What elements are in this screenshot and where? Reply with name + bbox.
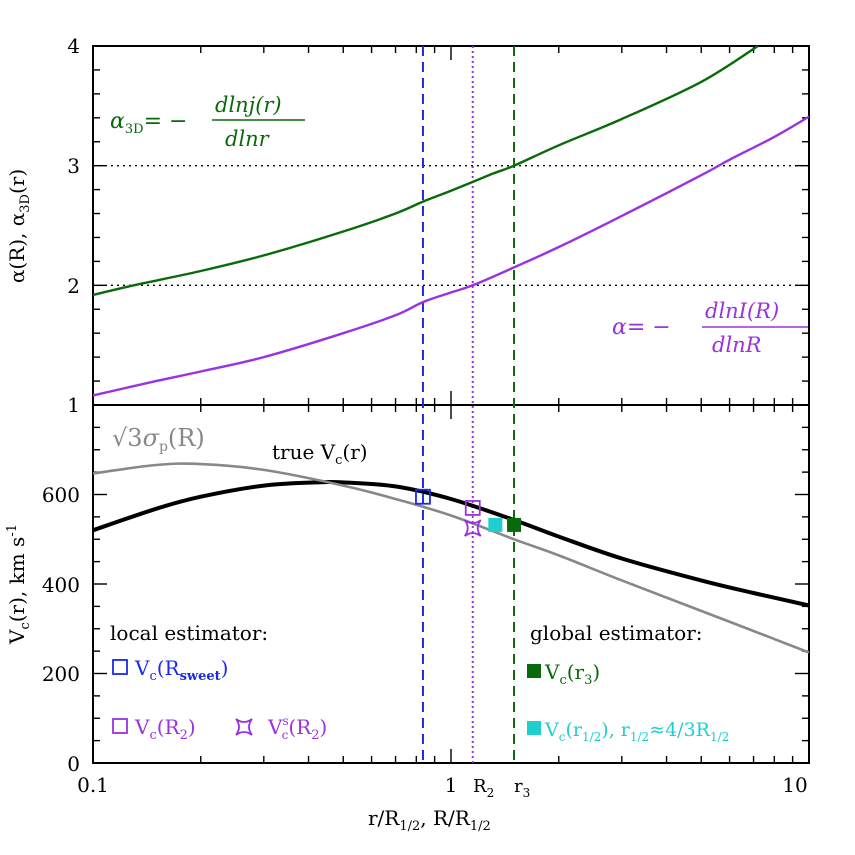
legend-marker-vc-r2 [112,718,128,734]
series-alpha3d [92,44,759,297]
point-vc_rsweet [415,488,431,505]
ytick-top-2: 2 [67,274,80,298]
legend-label-vc-r2: Vc(R2) [134,715,196,743]
legend-label-vsc-r2: Vs c(R2) [267,714,327,743]
legend-label-vc-r3: Vc(r3) [544,660,600,688]
xtick-r3: r3 [514,776,530,800]
y-axis-label-top: α(R), α3D(r) [5,169,33,283]
xtick-0.1: 0.1 [77,773,109,797]
legend-label-vc-rhalf: Vc(r1/2), r1/2≈4/3R1/2 [544,719,729,744]
xtick-10: 10 [782,773,807,797]
y-axis-label-bottom: Vc(r), km s-1 [5,524,33,645]
legend-marker-vc-rhalf [527,721,541,735]
point-vc_r2 [464,500,481,516]
alpha-lhs: α= − [612,315,671,340]
sigma-p-curve-label: √3σp(R) [112,424,205,455]
series-alpha [92,115,810,397]
ytick-bottom-400: 400 [42,573,80,597]
legend-marker-vc-r3 [527,664,541,678]
legend-marker-vsc-r2 [235,718,253,736]
ytick-bottom-600: 600 [42,483,80,507]
alpha3d-numerator: dlnj(r) [215,93,282,117]
true-vc-curve-label: true Vc(r) [272,440,368,468]
alpha3d-lhs: α3D= − [110,109,187,137]
ytick-top-3: 3 [67,154,80,178]
local-estimator-title: local estimator: [110,621,268,645]
series-true_vc [92,479,810,608]
point-vc_rhalf [488,517,503,532]
global-estimator-title: global estimator: [530,621,703,645]
alpha-numerator: dlnI(R) [705,299,779,323]
ytick-bottom-0: 0 [67,752,80,776]
x-axis-label: r/R1/2, R/R1/2 [368,806,491,834]
ytick-top-1: 1 [67,393,80,417]
ytick-top-4: 4 [67,34,80,58]
legend-marker-vc-rsweet [112,659,128,675]
ytick-bottom-200: 200 [42,662,80,686]
alpha-denominator: dlnR [712,333,762,357]
top-panel-frame [92,45,810,406]
bottom-panel-frame [92,404,810,764]
legend-label-vc-rsweet: Vc(Rsweet) [134,656,228,684]
point-vc_r3 [507,517,522,532]
alpha-equation: α= − dlnI(R) dlnR [612,299,808,357]
series-sigma_p [92,462,810,654]
xtick-R2: R2 [473,776,494,800]
point-vsc_r2 [463,519,482,537]
axis-ticks [92,45,810,764]
xtick-1: 1 [445,773,458,797]
alpha3d-denominator: dlnr [225,127,271,151]
grid-lines [93,164,809,287]
data-points [415,488,522,537]
data-series [92,44,810,654]
alpha3d-equation: α3D= − dlnj(r) dlnr [110,93,305,151]
